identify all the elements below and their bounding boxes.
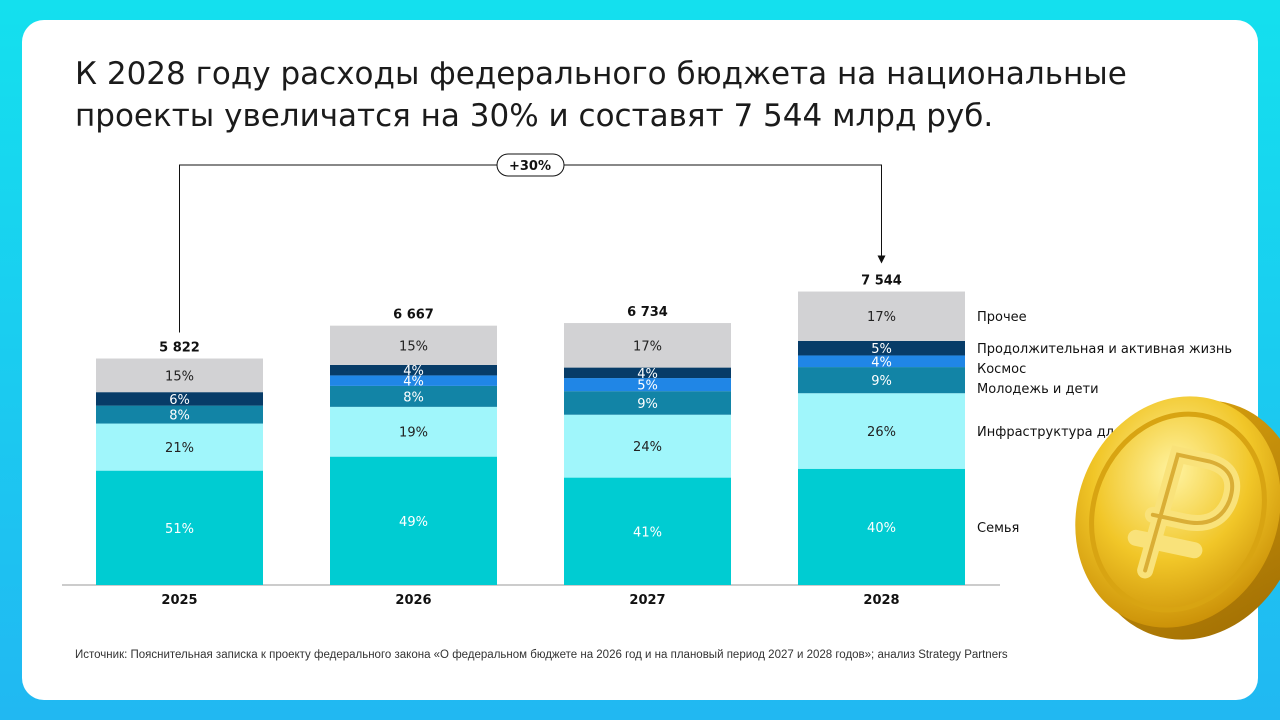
segment-label: 15% xyxy=(165,369,194,384)
x-tick-label: 2025 xyxy=(161,593,197,608)
growth-badge-label: +30% xyxy=(509,159,551,174)
bar-segment xyxy=(798,468,965,585)
segment-label: 17% xyxy=(633,339,662,354)
legend-label: Прочее xyxy=(977,310,1027,325)
bar-segment xyxy=(330,406,497,457)
segment-label: 17% xyxy=(867,310,896,325)
legend-label: Молодежь и дети xyxy=(977,382,1099,397)
title-line-2: проекты увеличатся на 30% и составят 7 5… xyxy=(75,98,994,134)
ruble-coin-icon xyxy=(1075,396,1280,640)
total-label: 6 734 xyxy=(627,305,668,320)
x-tick-label: 2027 xyxy=(629,593,665,608)
segment-label: 41% xyxy=(633,525,662,540)
bar-segment xyxy=(96,405,263,424)
growth-arrow-head xyxy=(877,255,886,264)
segment-label: 24% xyxy=(633,440,662,455)
segment-label: 5% xyxy=(637,379,658,394)
total-label: 5 822 xyxy=(159,341,200,356)
total-label: 6 667 xyxy=(393,308,434,323)
bar-segment xyxy=(564,378,731,392)
bar-segment xyxy=(96,423,263,471)
bar-segment xyxy=(798,340,965,356)
bar-segment xyxy=(564,391,731,415)
segment-label: 4% xyxy=(403,364,424,379)
bar-segment xyxy=(330,385,497,407)
source-note: Источник: Пояснительная записка к проект… xyxy=(75,649,1008,661)
x-tick-label: 2026 xyxy=(395,593,431,608)
bar-segment xyxy=(330,325,497,365)
segment-label: 4% xyxy=(637,367,658,382)
segment-label: 8% xyxy=(169,409,190,424)
segment-label: 49% xyxy=(399,515,428,530)
segment-label: 6% xyxy=(169,393,190,408)
bar-segment xyxy=(798,393,965,469)
segment-label: 4% xyxy=(403,375,424,390)
segment-label: 5% xyxy=(871,342,892,357)
bar-segment xyxy=(330,456,497,585)
legend-label: Продолжительная и активная жизнь xyxy=(977,342,1232,357)
segment-label: 21% xyxy=(165,441,194,456)
bar-segment xyxy=(564,323,731,368)
legend-label: Семья xyxy=(977,521,1019,536)
segment-label: 4% xyxy=(871,355,892,370)
segment-label: 9% xyxy=(637,397,658,412)
bar-segment xyxy=(96,358,263,393)
legend-label: Космос xyxy=(977,362,1026,377)
segment-label: 40% xyxy=(867,521,896,536)
bar-segment xyxy=(330,375,497,386)
x-tick-label: 2028 xyxy=(863,593,899,608)
bar-segment xyxy=(564,477,731,585)
growth-badge xyxy=(496,153,565,177)
bar-segment xyxy=(330,364,497,376)
segment-label: 19% xyxy=(399,426,428,441)
segment-label: 8% xyxy=(403,390,424,405)
segment-label: 9% xyxy=(871,374,892,389)
bar-segment xyxy=(96,392,263,406)
bar-segment xyxy=(798,355,965,368)
segment-label: 51% xyxy=(165,522,194,537)
page-title: К 2028 году расходы федерального бюджета… xyxy=(75,53,1175,137)
title-line-1: К 2028 году расходы федерального бюджета… xyxy=(75,56,1127,92)
bar-segment xyxy=(564,414,731,478)
bar-segment xyxy=(96,470,263,585)
growth-bracket xyxy=(179,164,882,333)
bar-segment xyxy=(798,291,965,341)
total-label: 7 544 xyxy=(861,274,902,289)
segment-label: 15% xyxy=(399,339,428,354)
segment-label: 26% xyxy=(867,425,896,440)
bar-segment xyxy=(798,367,965,394)
bar-segment xyxy=(564,367,731,379)
